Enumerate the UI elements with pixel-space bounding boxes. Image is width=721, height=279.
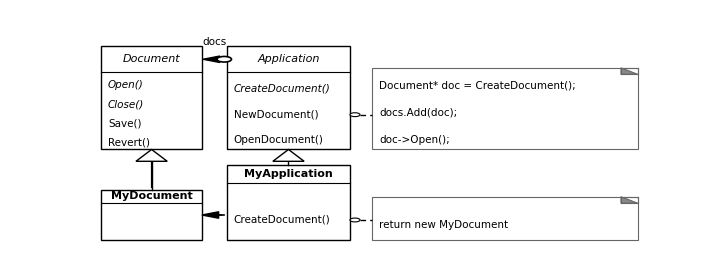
- Bar: [372, 197, 638, 240]
- Polygon shape: [202, 212, 218, 218]
- Polygon shape: [621, 197, 637, 203]
- Text: CreateDocument(): CreateDocument(): [234, 215, 330, 225]
- Polygon shape: [136, 150, 167, 161]
- Circle shape: [217, 56, 231, 62]
- Circle shape: [350, 218, 360, 222]
- Text: Close(): Close(): [108, 99, 144, 109]
- Text: Document: Document: [123, 54, 180, 64]
- Text: Application: Application: [257, 54, 319, 64]
- Bar: [101, 46, 202, 150]
- Text: docs: docs: [203, 37, 226, 47]
- Bar: [372, 68, 638, 150]
- Bar: [227, 165, 350, 240]
- Text: NewDocument(): NewDocument(): [234, 110, 319, 120]
- Text: return new MyDocument: return new MyDocument: [379, 220, 508, 230]
- Text: Open(): Open(): [108, 80, 143, 90]
- Circle shape: [350, 113, 360, 117]
- Polygon shape: [621, 68, 637, 74]
- Polygon shape: [273, 150, 304, 161]
- Polygon shape: [203, 56, 220, 62]
- Bar: [227, 46, 350, 150]
- Text: MyDocument: MyDocument: [111, 191, 193, 201]
- Bar: [101, 190, 202, 240]
- Text: MyApplication: MyApplication: [244, 169, 333, 179]
- Text: docs.Add(doc);: docs.Add(doc);: [379, 108, 457, 118]
- Text: doc->Open();: doc->Open();: [379, 135, 450, 145]
- Text: OpenDocument(): OpenDocument(): [234, 136, 324, 145]
- Text: CreateDocument(): CreateDocument(): [234, 84, 330, 94]
- Text: Document* doc = CreateDocument();: Document* doc = CreateDocument();: [379, 81, 576, 91]
- Text: Save(): Save(): [108, 118, 141, 128]
- Text: Revert(): Revert(): [108, 138, 150, 148]
